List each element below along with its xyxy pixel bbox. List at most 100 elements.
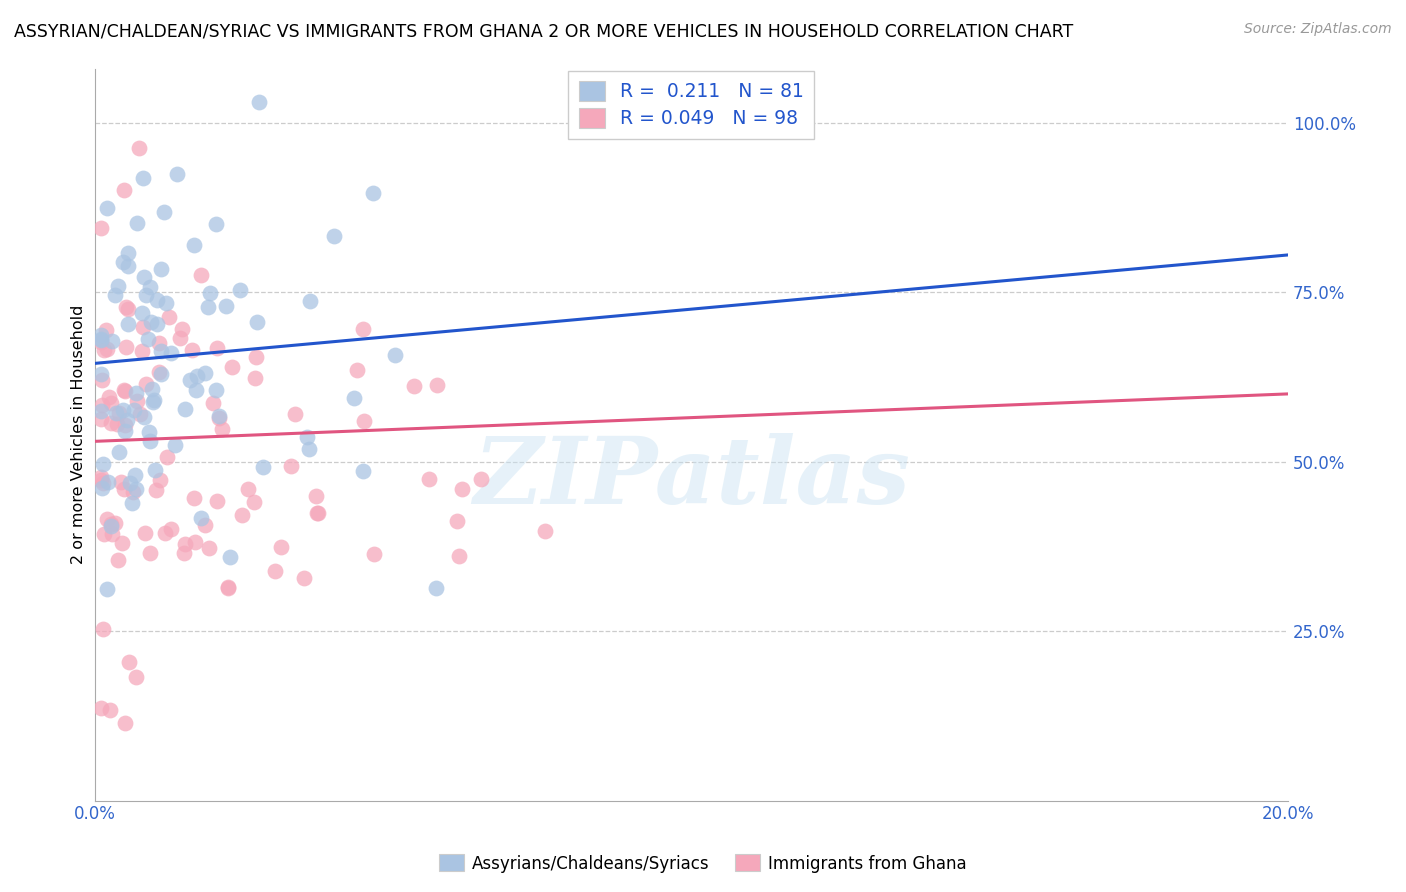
- Point: [280, 458, 302, 473]
- Point: [122, 403, 145, 417]
- Point: [534, 524, 557, 538]
- Point: [295, 430, 318, 444]
- Point: [148, 365, 170, 379]
- Point: [125, 385, 148, 400]
- Point: [114, 417, 136, 432]
- Point: [125, 394, 148, 409]
- Point: [190, 510, 212, 524]
- Point: [352, 322, 374, 336]
- Point: [90, 332, 112, 346]
- Point: [132, 320, 155, 334]
- Point: [138, 425, 160, 440]
- Point: [298, 442, 321, 456]
- Point: [145, 293, 167, 308]
- Point: [179, 373, 201, 387]
- Point: [139, 315, 162, 329]
- Point: [90, 473, 112, 487]
- Point: [361, 186, 384, 200]
- Point: [217, 580, 239, 594]
- Point: [107, 405, 129, 419]
- Point: [243, 371, 266, 385]
- Point: [91, 399, 114, 413]
- Point: [112, 384, 135, 398]
- Point: [114, 716, 136, 731]
- Point: [90, 404, 112, 418]
- Point: [111, 536, 134, 550]
- Point: [101, 334, 124, 348]
- Point: [128, 141, 150, 155]
- Point: [363, 547, 385, 561]
- Point: [118, 476, 141, 491]
- Point: [143, 463, 166, 477]
- Point: [96, 512, 118, 526]
- Point: [236, 482, 259, 496]
- Point: [252, 460, 274, 475]
- Point: [205, 341, 228, 355]
- Point: [404, 379, 426, 393]
- Point: [173, 546, 195, 560]
- Point: [100, 517, 122, 532]
- Point: [352, 464, 374, 478]
- Point: [160, 522, 183, 536]
- Point: [114, 384, 136, 399]
- Point: [94, 323, 117, 337]
- Point: [149, 474, 172, 488]
- Point: [90, 333, 112, 347]
- Point: [148, 335, 170, 350]
- Point: [112, 183, 135, 197]
- Point: [117, 317, 139, 331]
- Point: [101, 527, 124, 541]
- Point: [100, 518, 122, 533]
- Point: [114, 424, 136, 438]
- Point: [125, 483, 148, 497]
- Point: [96, 342, 118, 356]
- Point: [157, 310, 180, 325]
- Point: [204, 383, 226, 397]
- Point: [146, 317, 169, 331]
- Point: [97, 475, 120, 489]
- Legend: Assyrians/Chaldeans/Syriacs, Immigrants from Ghana: Assyrians/Chaldeans/Syriacs, Immigrants …: [433, 847, 973, 880]
- Point: [180, 343, 202, 358]
- Point: [190, 268, 212, 282]
- Point: [121, 496, 143, 510]
- Point: [208, 409, 231, 423]
- Point: [470, 472, 492, 486]
- Point: [149, 344, 172, 359]
- Point: [139, 546, 162, 560]
- Point: [118, 655, 141, 669]
- Point: [263, 564, 285, 578]
- Point: [384, 348, 406, 362]
- Point: [449, 549, 471, 563]
- Point: [166, 167, 188, 181]
- Point: [152, 204, 174, 219]
- Point: [150, 262, 173, 277]
- Point: [90, 701, 112, 715]
- Point: [174, 536, 197, 550]
- Point: [125, 670, 148, 684]
- Point: [90, 469, 112, 483]
- Point: [242, 494, 264, 508]
- Point: [90, 411, 112, 425]
- Point: [229, 283, 252, 297]
- Point: [105, 407, 128, 421]
- Point: [132, 269, 155, 284]
- Point: [249, 95, 271, 110]
- Point: [107, 552, 129, 566]
- Point: [194, 367, 217, 381]
- Point: [139, 434, 162, 449]
- Point: [156, 450, 179, 464]
- Point: [117, 245, 139, 260]
- Point: [246, 315, 269, 329]
- Point: [129, 407, 152, 421]
- Point: [245, 350, 267, 364]
- Point: [121, 485, 143, 500]
- Point: [298, 293, 321, 308]
- Point: [135, 377, 157, 392]
- Point: [198, 541, 221, 555]
- Y-axis label: 2 or more Vehicles in Household: 2 or more Vehicles in Household: [72, 305, 86, 565]
- Point: [117, 259, 139, 273]
- Point: [208, 410, 231, 425]
- Text: Source: ZipAtlas.com: Source: ZipAtlas.com: [1244, 22, 1392, 37]
- Point: [186, 383, 208, 397]
- Point: [131, 306, 153, 320]
